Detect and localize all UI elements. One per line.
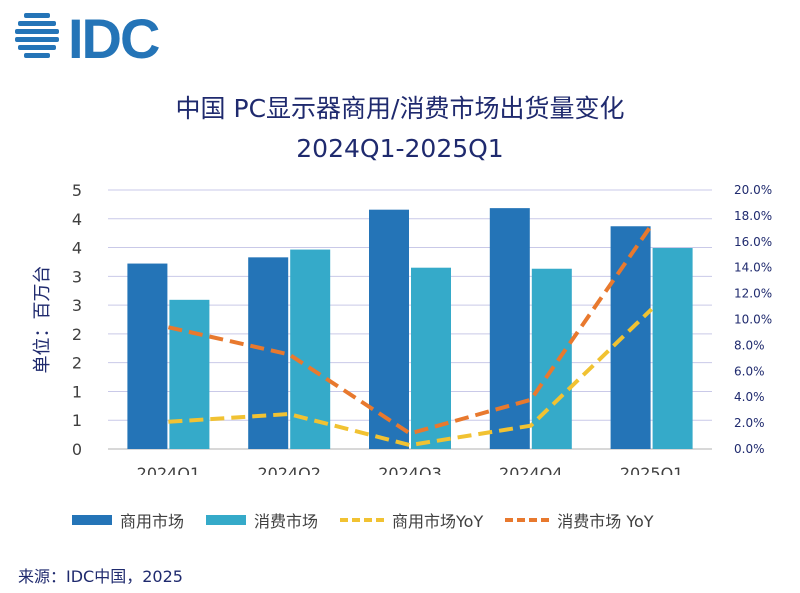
idc-logo: IDC xyxy=(15,8,161,64)
globe-icon xyxy=(15,13,59,58)
legend-swatch-commercial xyxy=(72,515,112,525)
bar-commercial xyxy=(369,209,409,449)
bar-commercial xyxy=(127,263,168,449)
legend: 商用市场 消费市场 商用市场YoY 消费市场 YoY xyxy=(72,508,792,532)
legend-label-consumer: 消费市场 xyxy=(254,512,319,531)
y-right-tick-label: 12.0% xyxy=(734,287,772,301)
y-left-tick-label: 2 xyxy=(72,325,82,344)
legend-item-consumer-yoy: 消费市场 YoY xyxy=(505,508,654,532)
bar-consumer xyxy=(411,267,451,449)
bar-consumer xyxy=(290,249,331,449)
chart-title: 中国 PC显示器商用/消费市场出货量变化 xyxy=(175,94,625,123)
bar-commercial xyxy=(610,226,651,449)
bar-consumer xyxy=(169,299,210,449)
y-right-tick-label: 18.0% xyxy=(734,209,772,223)
x-tick-label: 2024Q4 xyxy=(499,464,563,475)
legend-item-commercial: 商用市场 xyxy=(72,508,184,532)
line-commercial-yoy xyxy=(168,307,653,448)
legend-item-commercial-yoy: 商用市场YoY xyxy=(340,508,483,532)
line-consumer-yoy xyxy=(167,223,654,436)
bar-consumer xyxy=(531,268,572,449)
y-right-tick-label: 10.0% xyxy=(734,313,772,327)
legend-label-commercial-yoy: 商用市场YoY xyxy=(392,512,484,531)
x-tick-label: 2024Q2 xyxy=(257,464,321,475)
legend-item-consumer: 消费市场 xyxy=(206,508,318,532)
y-right-tick-label: 8.0% xyxy=(734,338,765,352)
y-right-tick-label: 0.0% xyxy=(734,442,765,456)
y-right-tick-label: 14.0% xyxy=(734,261,772,275)
chart-subtitle: 2024Q1-2025Q1 xyxy=(296,134,504,163)
y-left-tick-label: 0 xyxy=(72,440,82,459)
x-tick-label: 2025Q1 xyxy=(620,464,684,475)
y-left-tick-label: 2 xyxy=(72,354,82,373)
y-right-tick-label: 4.0% xyxy=(734,390,765,404)
legend-label-consumer-yoy: 消费市场 YoY xyxy=(557,512,654,531)
y-left-tick-label: 1 xyxy=(72,382,82,401)
chart-area: 0 1 1 2 2 3 3 4 4 5 0.0% 2.0% 4.0% 6.0% 8.0% 10.0% 12.0%… xyxy=(32,181,772,475)
logo-text: IDC xyxy=(68,8,159,64)
y-left-tick-label: 3 xyxy=(72,296,82,315)
y-right-tick-label: 2.0% xyxy=(734,416,765,430)
y-left-tick-label: 1 xyxy=(72,411,82,430)
y-left-tick-label: 4 xyxy=(72,239,82,258)
bar-consumer xyxy=(652,248,693,449)
legend-label-commercial: 商用市场 xyxy=(120,512,185,531)
legend-swatch-commercial-yoy xyxy=(340,518,385,522)
y-left-tick-label: 4 xyxy=(72,210,82,229)
y-right-tick-label: 6.0% xyxy=(734,364,765,378)
x-tick-label: 2024Q3 xyxy=(378,464,442,475)
y-left-tick-label: 5 xyxy=(72,181,82,200)
y-right-tick-label: 20.0% xyxy=(734,183,772,197)
legend-swatch-consumer xyxy=(206,515,247,525)
y-left-tick-label: 3 xyxy=(72,267,82,286)
legend-swatch-consumer-yoy xyxy=(505,518,550,522)
y-axis-label: 单位：百万台 xyxy=(32,266,53,374)
bar-commercial xyxy=(489,208,530,449)
source-note: 来源：IDC中国，2025 xyxy=(18,567,183,586)
y-right-tick-label: 16.0% xyxy=(734,235,772,249)
x-tick-label: 2024Q1 xyxy=(137,464,201,475)
